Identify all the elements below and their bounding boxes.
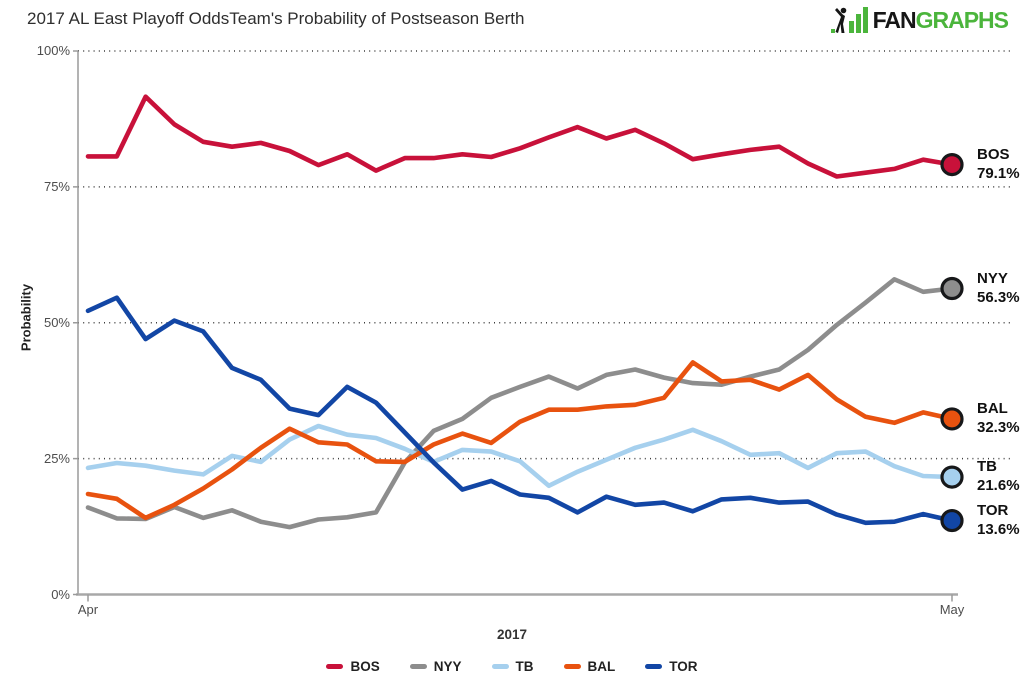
end-label-team: TB (977, 458, 997, 476)
series-marker-BAL (940, 407, 964, 431)
end-label-BAL: BAL 32.3% (977, 399, 1020, 437)
legend-item-TOR[interactable]: TOR (645, 659, 698, 674)
legend-swatch-TB (491, 664, 509, 669)
legend-label-TB: TB (515, 659, 534, 674)
series-marker-BOS (940, 152, 964, 177)
legend-item-TB[interactable]: TB (491, 659, 534, 674)
end-label-odds: 32.3% (977, 418, 1020, 436)
legend-item-NYY[interactable]: NYY (409, 659, 462, 674)
legend-item-BAL[interactable]: BAL (563, 659, 616, 674)
series-line-BAL (85, 360, 955, 521)
chart-title: 2017 AL East Playoff OddsTeam's Probabil… (27, 9, 524, 29)
logo-graphs-text: GRAPHS (915, 7, 1009, 33)
y-tick-label-25pct: 25% (43, 450, 70, 466)
end-label-team: TOR (977, 501, 1009, 519)
legend-swatch-BAL (563, 664, 581, 669)
legend-swatch-NYY (409, 664, 427, 669)
series-line-TOR (85, 295, 955, 526)
end-label-BOS: BOS 79.1% (977, 145, 1020, 183)
chart-subtitle: Team's Probability of Postseason Berth (229, 9, 525, 28)
end-label-TB: TB 21.6% (977, 457, 1020, 495)
legend-label-BOS: BOS (350, 659, 380, 674)
end-label-TOR: TOR 13.6% (977, 501, 1020, 539)
end-label-odds: 79.1% (977, 164, 1020, 182)
legend-label-BAL: BAL (587, 659, 616, 674)
fangraphs-logo: FANGRAPHS (829, 5, 1009, 35)
legend-label-TOR: TOR (669, 659, 698, 674)
end-label-team: NYY (977, 269, 1008, 287)
series-marker-TB (940, 465, 964, 489)
series-line-TB (85, 423, 955, 489)
chart-title-main: 2017 AL East Playoff Odds (27, 9, 230, 28)
x-axis-label: 2017 (496, 627, 528, 642)
legend-swatch-BOS (326, 664, 344, 669)
series-line-BOS (85, 94, 955, 179)
logo-fan-text: FAN (872, 7, 917, 33)
fangraphs-logo-icon (830, 7, 868, 33)
end-label-odds: 13.6% (977, 520, 1020, 538)
x-tick-apr: Apr (77, 602, 99, 617)
x-tick-may: May (939, 602, 965, 617)
y-tick-label-50pct: 50% (43, 314, 70, 330)
y-tick-label-75pct: 75% (43, 178, 70, 194)
fangraphs-logo-text: FANGRAPHS (872, 6, 1009, 34)
legend-label-NYY: NYY (433, 659, 462, 674)
end-label-odds: 21.6% (977, 477, 1020, 495)
chart-legend: BOS NYY TB BAL TOR (0, 659, 1024, 674)
end-label-team: BAL (977, 399, 1008, 417)
end-label-NYY: NYY 56.3% (977, 269, 1020, 307)
end-label-odds: 56.3% (977, 288, 1020, 306)
legend-swatch-TOR (645, 664, 663, 669)
series-marker-TOR (940, 508, 964, 533)
y-tick-label-0pct: 0% (51, 586, 70, 602)
series-marker-NYY (940, 276, 964, 301)
legend-item-BOS[interactable]: BOS (326, 659, 380, 674)
end-label-team: BOS (977, 145, 1010, 163)
y-tick-label-100pct: 100% (36, 43, 70, 58)
series-line-NYY (85, 276, 955, 530)
